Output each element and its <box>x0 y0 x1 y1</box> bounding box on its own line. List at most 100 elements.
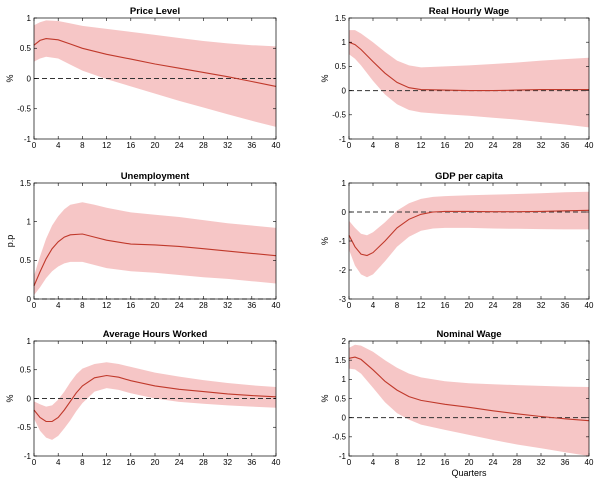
y-tick-label: 0.5 <box>335 62 347 71</box>
panel-1: 0 4 8 12 16 20 24 28 32 36 40 -1 -0.5 0 0.5 1 Price Leve… <box>5 6 281 150</box>
y-tick-label: 0.5 <box>20 366 32 375</box>
x-tick-label: 20 <box>465 458 474 467</box>
x-tick-label: 28 <box>513 458 522 467</box>
x-tick-label: 12 <box>102 301 111 310</box>
y-tick-label: -0.5 <box>17 105 31 114</box>
y-tick-label: 1 <box>27 14 32 23</box>
x-tick-label: 28 <box>513 301 522 310</box>
x-tick-label: 8 <box>80 141 85 150</box>
y-tick-label: 2 <box>342 337 347 346</box>
x-tick-label: 20 <box>465 301 474 310</box>
y-tick-label: 1.5 <box>335 14 347 23</box>
median-response-line <box>33 233 277 287</box>
y-tick-label: -1 <box>339 135 347 144</box>
y-axis-label: % <box>5 74 15 82</box>
panel-title: Nominal Wage <box>436 329 501 340</box>
x-tick-label: 16 <box>126 301 135 310</box>
panel-title: GDP per capita <box>435 171 504 182</box>
x-tick-label: 32 <box>537 301 546 310</box>
x-tick-label: 12 <box>102 458 111 467</box>
median-response-line <box>348 356 590 422</box>
x-tick-label: 36 <box>561 141 570 150</box>
x-tick-label: 32 <box>537 458 546 467</box>
x-tick-label: 16 <box>441 458 450 467</box>
y-axis-label: % <box>5 394 15 402</box>
x-tick-label: 4 <box>371 141 376 150</box>
x-tick-label: 4 <box>371 458 376 467</box>
median-response-line <box>348 41 589 92</box>
y-axis-label: p.p <box>5 235 15 248</box>
x-tick-label: 28 <box>199 458 208 467</box>
x-tick-label: 0 <box>32 301 37 310</box>
y-axis-label: % <box>320 237 330 245</box>
x-tick-label: 28 <box>199 141 208 150</box>
y-tick-label: 1 <box>27 337 32 346</box>
x-tick-label: 20 <box>151 301 160 310</box>
x-tick-label: 16 <box>441 141 450 150</box>
y-tick-label: 0 <box>342 208 347 217</box>
confidence-band <box>34 20 276 127</box>
y-tick-label: 1 <box>342 179 347 188</box>
x-tick-label: 36 <box>247 458 256 467</box>
y-tick-label: -3 <box>339 295 347 304</box>
panel-4: 0 4 8 12 16 20 24 28 32 36 40 -3 -2 -1 0 1 GDP per capit… <box>320 171 594 310</box>
x-tick-label: 0 <box>347 141 352 150</box>
x-tick-label: 4 <box>56 141 61 150</box>
confidence-band <box>349 344 589 456</box>
y-tick-label: 1 <box>342 38 347 47</box>
x-tick-label: 12 <box>417 141 426 150</box>
x-tick-label: 40 <box>585 458 594 467</box>
x-tick-label: 40 <box>585 301 594 310</box>
x-tick-label: 40 <box>272 458 281 467</box>
x-tick-label: 8 <box>395 141 400 150</box>
x-tick-label: 4 <box>56 458 61 467</box>
confidence-band <box>34 202 276 296</box>
x-tick-label: 20 <box>151 141 160 150</box>
y-tick-label: -0.5 <box>332 111 346 120</box>
x-tick-label: 8 <box>80 458 85 467</box>
x-axis-label: Quarters <box>451 468 487 478</box>
x-tick-label: 8 <box>395 301 400 310</box>
panel-5: 0 4 8 12 16 20 24 28 32 36 40 -1 -0.5 0 0.5 1 Average Ho… <box>5 329 281 467</box>
y-axis-label: % <box>320 74 330 82</box>
x-tick-label: 24 <box>489 141 498 150</box>
confidence-band <box>349 191 589 278</box>
y-axis-label: % <box>320 394 330 402</box>
y-tick-label: 0.5 <box>335 394 347 403</box>
median-response-line <box>33 374 277 423</box>
y-tick-label: 0 <box>342 413 347 422</box>
y-tick-label: 1.5 <box>20 179 32 188</box>
y-tick-label: 1.5 <box>335 356 347 365</box>
confidence-band <box>34 362 276 440</box>
x-tick-label: 0 <box>347 458 352 467</box>
x-tick-label: 16 <box>126 458 135 467</box>
x-tick-label: 36 <box>247 301 256 310</box>
x-tick-label: 36 <box>561 458 570 467</box>
x-tick-label: 36 <box>561 301 570 310</box>
y-tick-label: -2 <box>339 266 347 275</box>
y-tick-label: -1 <box>339 452 347 461</box>
x-tick-label: 12 <box>417 301 426 310</box>
x-tick-label: 8 <box>395 458 400 467</box>
median-response-line <box>33 38 277 87</box>
x-tick-label: 4 <box>371 301 376 310</box>
y-tick-label: 0.5 <box>20 256 32 265</box>
panel-title: Price Level <box>130 6 180 17</box>
panel-title: Real Hourly Wage <box>429 6 509 17</box>
x-tick-label: 24 <box>175 141 184 150</box>
x-tick-label: 40 <box>585 141 594 150</box>
y-tick-label: -0.5 <box>17 423 31 432</box>
x-tick-label: 28 <box>199 301 208 310</box>
y-tick-label: -0.5 <box>332 433 346 442</box>
x-tick-label: 12 <box>417 458 426 467</box>
y-tick-label: 1 <box>27 217 32 226</box>
y-tick-label: -1 <box>24 452 32 461</box>
x-tick-label: 32 <box>223 458 232 467</box>
x-tick-label: 32 <box>223 301 232 310</box>
x-tick-label: 32 <box>537 141 546 150</box>
x-tick-label: 32 <box>223 141 232 150</box>
x-tick-label: 0 <box>32 458 37 467</box>
panel-2: 0 4 8 12 16 20 24 28 32 36 40 -1 -0.5 0 0.5 1 1.5 Real Ho… <box>320 6 594 150</box>
confidence-band <box>349 30 589 128</box>
x-tick-label: 0 <box>347 301 352 310</box>
